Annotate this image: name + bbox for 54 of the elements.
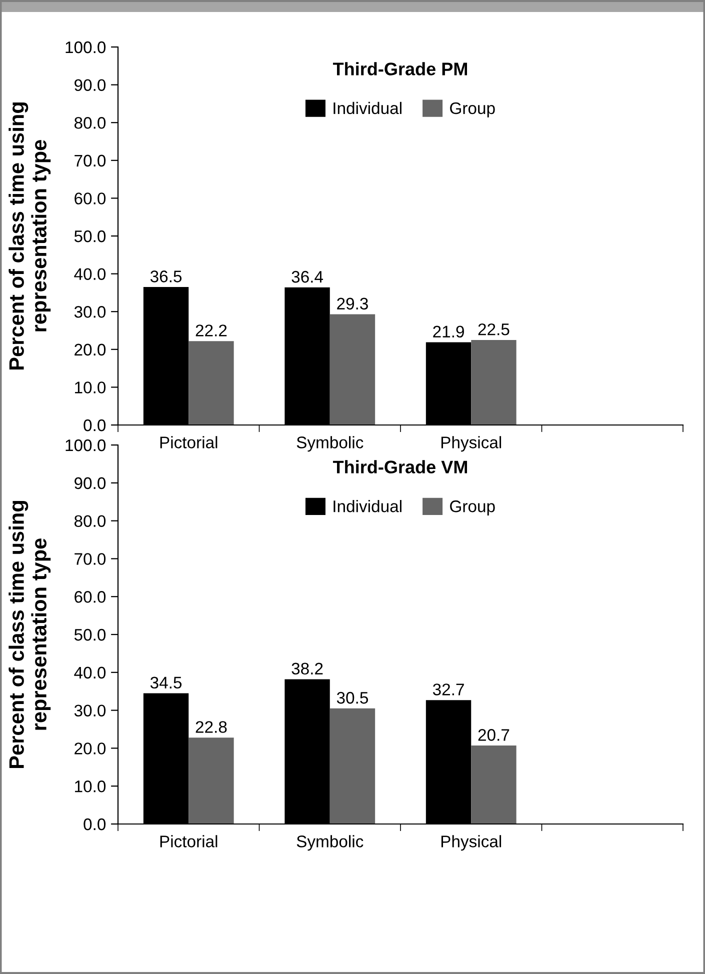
y-tick-label: 30.0 xyxy=(74,306,106,318)
y-axis-title: Percent of class time using representation type xyxy=(8,102,51,370)
y-tick-label: 0.0 xyxy=(84,818,106,830)
bar xyxy=(188,738,234,824)
y-tick-label: 60.0 xyxy=(74,192,106,204)
data-label: 20.7 xyxy=(478,729,510,741)
data-label: 22.2 xyxy=(196,324,227,336)
data-label: 22.8 xyxy=(196,721,227,733)
y-tick-label: 90.0 xyxy=(74,79,106,92)
bar xyxy=(330,708,376,824)
legend-label: Individual xyxy=(334,102,402,114)
y-tick-label: 20.0 xyxy=(74,344,106,356)
x-tick-label: Pictorial xyxy=(160,835,218,848)
y-tick-label: 20.0 xyxy=(74,742,106,754)
y-tick-label: 80.0 xyxy=(74,117,106,129)
bar xyxy=(330,314,376,425)
x-tick-label: Symbolic xyxy=(296,436,364,452)
data-label: 34.5 xyxy=(150,676,182,689)
x-tick-label: Physical xyxy=(441,835,502,851)
y-tick-label: 100.0 xyxy=(66,41,106,54)
legend-label: Group xyxy=(450,102,495,118)
y-axis-title: Percent of class time using representation type xyxy=(8,501,51,768)
y-tick-label: 50.0 xyxy=(74,628,106,641)
y-tick-label: 40.0 xyxy=(74,666,106,679)
text: Third-Grade VM xyxy=(332,460,468,474)
text: Third-Grade PM xyxy=(332,62,468,76)
y-tick-label: 10.0 xyxy=(75,382,106,394)
legend-label: Group xyxy=(450,500,495,516)
data-label: 30.5 xyxy=(336,692,368,704)
legend-label: Individual xyxy=(334,500,402,512)
y-tick-label: 40.0 xyxy=(74,268,106,280)
y-tick-label: 70.0 xyxy=(74,553,106,565)
y-tick-label: 100.0 xyxy=(66,439,106,452)
data-label: 21.9 xyxy=(433,326,464,338)
bar xyxy=(188,341,234,425)
data-label: 38.2 xyxy=(292,662,323,675)
y-tick-label: 60.0 xyxy=(74,591,106,603)
y-tick-label: 90.0 xyxy=(74,477,106,490)
data-label: 32.7 xyxy=(432,684,464,696)
x-tick-label: Symbolic xyxy=(296,835,364,851)
y-tick-label: 70.0 xyxy=(74,154,106,167)
y-tick-label: 30.0 xyxy=(74,704,106,717)
data-label: 36.4 xyxy=(292,270,324,283)
bar xyxy=(471,746,516,824)
bar xyxy=(471,340,516,425)
x-tick-label: Pictorial xyxy=(160,436,218,448)
data-label: 36.5 xyxy=(150,270,182,282)
y-tick-label: 50.0 xyxy=(74,230,106,242)
data-label: 22.5 xyxy=(478,323,510,336)
data-label: 29.3 xyxy=(337,298,368,310)
y-tick-label: 10.0 xyxy=(75,780,106,792)
y-tick-label: 0.0 xyxy=(84,419,106,432)
y-tick-label: 80.0 xyxy=(74,515,106,528)
x-tick-label: Physical xyxy=(441,436,502,452)
